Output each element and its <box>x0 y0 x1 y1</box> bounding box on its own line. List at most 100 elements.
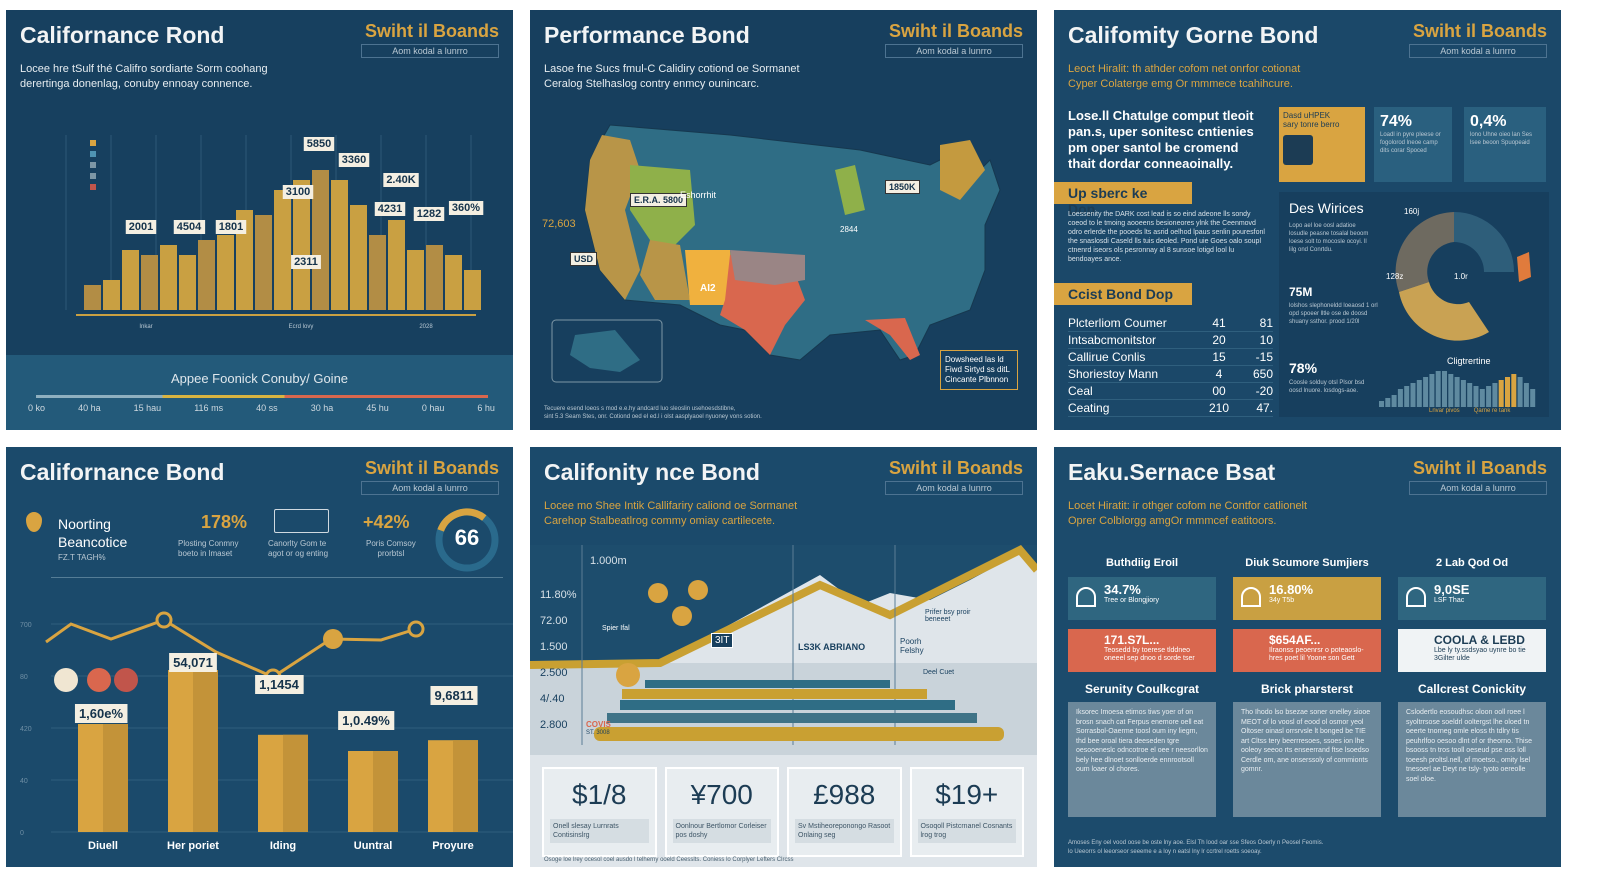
map-label: E.R.A. 5800 <box>630 193 688 207</box>
map-region-new-mexico <box>685 250 735 305</box>
legend-swatch <box>90 162 96 168</box>
mini-bar <box>1442 371 1447 407</box>
donut-label: 1.0r <box>1454 272 1468 281</box>
bar-shade <box>453 740 478 832</box>
brand-tagline: Aom kodal a lunrro <box>361 481 499 495</box>
lead-line: Lose.ll Chatulge comput tleoit <box>1068 108 1254 123</box>
axis-label: Qarne re tank <box>1473 408 1511 414</box>
data-label-box <box>255 675 304 694</box>
gauge-value: 66 <box>454 525 480 550</box>
row-value: 81 <box>1259 316 1273 330</box>
house-icon <box>1241 587 1261 607</box>
row-label: Ceating <box>1068 401 1110 415</box>
row-value: -20 <box>1255 384 1273 398</box>
donut-segment <box>1395 212 1454 292</box>
map-legend: Dowsheed las ld Fiwd Sirtyd ss ditL Cincan… <box>940 350 1018 390</box>
info-column: Buthdiig Eroil 34.7% Tree or Blongjiory 171… <box>1068 557 1216 817</box>
footnote: Amoses Eny oel vood oose be oste lny aoe… <box>1068 839 1323 857</box>
line-point <box>155 611 173 629</box>
bar <box>369 235 386 310</box>
x-tick: Proyure <box>432 840 474 852</box>
column-heading: 2 Lab Qod Od <box>1435 557 1509 569</box>
column-body: Tho Ihodo lso bsezae soner onelley siooe… <box>1233 702 1381 817</box>
bar <box>331 180 348 310</box>
axis-label: 2028 <box>419 324 433 330</box>
stat-value: ¥700 <box>690 779 753 810</box>
bar-label: 4504 <box>177 221 202 233</box>
lead-text: Lose.ll Chatulge comput tleoit pan.s, upe… <box>1068 108 1268 172</box>
y-tick: 40 <box>20 778 28 785</box>
card-text: 34y T5b <box>1269 597 1295 604</box>
bar-label: 360% <box>452 202 480 214</box>
desc-line: Locet Hiratit: ir othger cofom ne Contfo… <box>1068 500 1308 512</box>
card-value: 16.80% <box>1269 582 1314 597</box>
data-label-box <box>169 653 217 672</box>
stats-row: $1/8 Onell slesay Lurnrats Contisinslrg ¥7… <box>542 767 1024 857</box>
bar <box>388 220 405 310</box>
table-row: Callirue Conlis 15 -15 <box>1068 349 1273 366</box>
footnote-line: lo Ueeorrs ol leeorseor seeeme e a loy n… <box>1068 849 1262 855</box>
bar-shade <box>193 670 218 832</box>
lead-line: thait dordar conneaoinally. <box>1068 156 1234 171</box>
panel-title: Califomity Gorne Bond <box>1068 22 1319 48</box>
bond-icon <box>323 629 343 649</box>
kpi-title: Noorting Beancotice <box>58 515 127 551</box>
map-label: 2844 <box>840 225 858 234</box>
minibar-title: Cligtrertine <box>1447 356 1491 366</box>
mini-bar <box>1435 371 1441 407</box>
bar-label-box <box>215 220 247 234</box>
data-label: 1,60e% <box>79 706 124 721</box>
h-bar <box>645 680 890 688</box>
column-subheading: Brick pharsterst <box>1260 682 1354 696</box>
lead-line: pan.s, uper sonitesc cntienies <box>1068 124 1254 139</box>
desc-line: Locee mo Shee Intik Callifariry caliond … <box>544 500 798 512</box>
y-tick: 4/.40 <box>540 693 565 705</box>
mini-bar <box>1448 374 1454 407</box>
card-text: lono Uhne oieo lan Ses lsee beoon Spuope… <box>1470 132 1533 146</box>
footnote: Osoge loe lrey ocesol coel ausdo l telhe… <box>544 857 794 863</box>
kpi-text-line: prorbtsl <box>377 549 405 558</box>
stat-card: ¥700 Oonlnour Bertlomor Corleiser pos dos… <box>664 767 779 857</box>
row-label: Plcterliom Coumer <box>1068 316 1167 330</box>
column-subheading: Callcrest Conickity <box>1417 682 1527 696</box>
row-value: 15 <box>1212 350 1226 364</box>
y-tick: 80 <box>20 674 28 681</box>
bar <box>198 240 215 310</box>
panel-califonity-nce-bond: Califonity nce Bond Swiht il Boands Aom … <box>530 447 1037 867</box>
desc-line: Cyper Colaterge emg Or mmmece tcahihcure… <box>1068 78 1293 90</box>
axis-label: Lnvar pivos <box>1429 408 1460 414</box>
scale-label: 116 ms <box>194 403 224 413</box>
top-card: 9,0SE LSF Thac <box>1398 577 1546 620</box>
bar <box>103 280 120 310</box>
donut-accent <box>1517 252 1531 282</box>
legend-swatch <box>90 151 96 157</box>
donut-label: 128z <box>1386 272 1404 281</box>
x-tick: Uuntral <box>354 840 393 852</box>
table-row: Intsabcmonitstor 20 10 <box>1068 332 1273 349</box>
bar <box>445 255 462 310</box>
stat-text: Osoqoll Pistcrnanel Cosnants lrog trog <box>917 819 1016 843</box>
covis-sub: ST. 3008 <box>586 730 610 736</box>
info-column: Diuk Scumore Sumjiers 16.80% 34y T5b $654AF… <box>1233 557 1381 817</box>
stat-card: 74% Loadl in pyre pleese or fogolorod lne… <box>1374 107 1452 182</box>
row-label: Callirue Conlis <box>1068 350 1146 364</box>
bar-label-box <box>125 220 157 234</box>
stat-text: lolshos slephoneldd loeaosd 1 orl opd sp… <box>1289 303 1378 325</box>
house-icon <box>1406 587 1426 607</box>
card-value: 171.S7L... <box>1104 633 1160 647</box>
map-region-northeast <box>940 140 985 200</box>
mini-bar <box>1498 380 1504 407</box>
card-sub: sary tonre berro <box>1283 120 1340 129</box>
chart-label: Prifer bsy proir beneeet <box>925 609 971 623</box>
panel-title: Califonity nce Bond <box>544 459 760 485</box>
map-region-nevada-utah <box>630 165 695 250</box>
chart-label: 3IT <box>711 633 734 648</box>
area-chart <box>530 545 1037 755</box>
bar <box>407 250 424 310</box>
map-label: AI2 <box>700 283 716 294</box>
brand-logo: Swiht il Boands <box>1412 458 1547 478</box>
bar-label: 3100 <box>286 186 310 198</box>
kpi-value: +42% <box>363 512 410 532</box>
mid-card: $654AF... Ilraonss peoenrsr o poteaoslo- … <box>1233 629 1381 672</box>
row-value: 4 <box>1215 367 1223 381</box>
